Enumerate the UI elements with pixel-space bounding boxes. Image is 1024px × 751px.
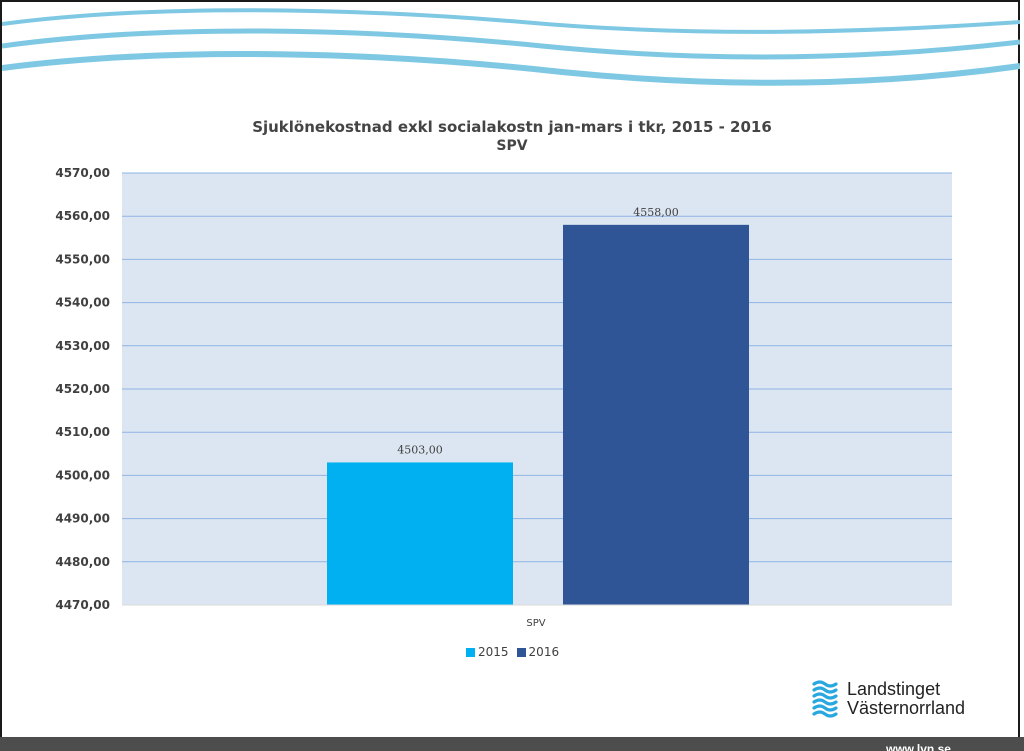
y-tick-label: 4500,00 <box>55 468 110 482</box>
y-tick-label: 4560,00 <box>55 209 110 223</box>
y-tick-label: 4530,00 <box>55 339 110 353</box>
y-tick-label: 4480,00 <box>55 555 110 569</box>
footer-url[interactable]: www.lvn.se <box>886 742 951 751</box>
x-category-label: SPV <box>526 618 545 629</box>
decorative-waves <box>2 8 1020 86</box>
legend-swatch-2016 <box>516 647 526 657</box>
y-tick-label: 4570,00 <box>55 166 110 180</box>
organization-logo: Landstinget Västernorrland <box>812 680 982 720</box>
chart-title: Sjuklönekostnad exkl socialakostn jan-ma… <box>252 118 772 136</box>
legend-label-2016: 2016 <box>528 645 560 659</box>
footer-bar: www.lvn.se <box>0 737 1024 751</box>
y-tick-label: 4470,00 <box>55 598 110 612</box>
legend-label-2015: 2015 <box>478 645 509 659</box>
y-tick-label: 4510,00 <box>55 425 110 439</box>
wave-line <box>2 8 1020 34</box>
waves-logo-icon <box>812 680 838 718</box>
y-tick-label: 4490,00 <box>55 512 110 526</box>
y-tick-label: 4520,00 <box>55 382 110 396</box>
wave-line <box>2 28 1020 60</box>
wave-line <box>2 51 1020 86</box>
legend-item-2015: 2015 <box>466 645 509 659</box>
bar-2016 <box>563 224 749 605</box>
logo-text: Landstinget Västernorrland <box>847 680 965 718</box>
bar-2015 <box>327 462 513 605</box>
logo-line-1: Landstinget <box>847 679 941 699</box>
chart-legend: 2015 2016 <box>466 644 567 660</box>
data-label-2015: 4503,00 <box>397 443 443 456</box>
chart-subtitle: SPV <box>496 138 528 154</box>
legend-item-2016: 2016 <box>516 645 560 659</box>
legend-swatch-2015 <box>466 647 475 657</box>
y-tick-label: 4540,00 <box>55 296 110 310</box>
data-label-2016: 4558,00 <box>633 206 679 219</box>
y-tick-label: 4550,00 <box>55 252 110 266</box>
logo-line-2: Västernorrland <box>847 698 966 718</box>
